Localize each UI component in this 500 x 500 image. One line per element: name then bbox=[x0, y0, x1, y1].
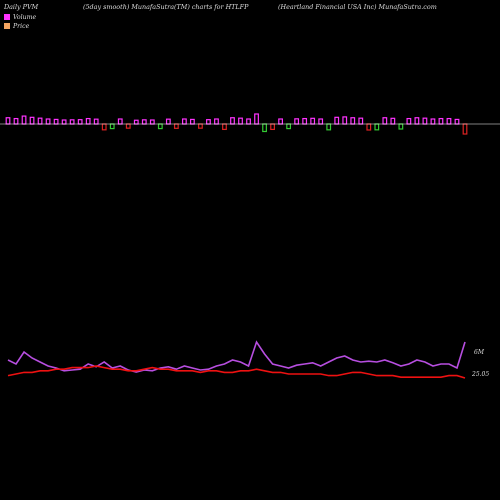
legend-volume-label: Volume bbox=[13, 14, 37, 21]
legend-volume: Volume bbox=[4, 14, 36, 21]
volume-bar bbox=[230, 117, 235, 125]
volume-bar bbox=[350, 117, 356, 125]
volume-bar bbox=[125, 123, 131, 129]
chart-title-middle: (5day smooth) MunafaSutra(TM) charts for… bbox=[83, 3, 249, 11]
volume-bar bbox=[222, 123, 227, 131]
legend-price-swatch bbox=[4, 23, 10, 29]
volume-bar bbox=[77, 119, 83, 125]
volume-bar bbox=[270, 123, 275, 131]
volume-value-label: 6M bbox=[474, 349, 485, 356]
volume-bar bbox=[262, 123, 267, 133]
volume-bar bbox=[334, 116, 340, 125]
volume-bar bbox=[406, 117, 412, 125]
volume-bar bbox=[45, 118, 51, 125]
line-panel bbox=[7, 340, 466, 379]
volume-bar bbox=[414, 117, 420, 125]
volume-bar bbox=[294, 118, 300, 125]
volume-bar bbox=[374, 123, 380, 131]
volume-bar bbox=[286, 123, 292, 130]
volume-bar bbox=[13, 117, 19, 125]
volume-line bbox=[7, 340, 466, 373]
volume-bar bbox=[109, 123, 115, 130]
volume-bar bbox=[198, 123, 203, 129]
volume-bar bbox=[326, 123, 332, 131]
legend-volume-swatch bbox=[4, 14, 10, 20]
volume-bar bbox=[462, 123, 468, 135]
volume-bar bbox=[246, 118, 251, 125]
volume-bar bbox=[5, 117, 11, 125]
volume-bar bbox=[342, 116, 348, 125]
legend-price: Price bbox=[4, 23, 29, 30]
volume-bar bbox=[454, 118, 460, 125]
chart-title-left: Daily PVM bbox=[4, 3, 39, 11]
volume-bar bbox=[278, 118, 283, 125]
volume-bar bbox=[214, 118, 219, 125]
volume-bar bbox=[318, 118, 324, 125]
volume-bar bbox=[438, 117, 444, 125]
volume-bar bbox=[206, 119, 211, 125]
volume-bar bbox=[133, 119, 139, 125]
volume-bar bbox=[101, 123, 107, 131]
volume-bar bbox=[446, 117, 452, 125]
volume-bar bbox=[358, 117, 364, 125]
price-value-label: 25.05 bbox=[471, 371, 489, 378]
volume-bar bbox=[93, 118, 99, 125]
volume-bar bbox=[390, 117, 396, 125]
volume-bar bbox=[21, 115, 27, 125]
volume-bar bbox=[181, 118, 187, 125]
volume-bar bbox=[157, 123, 163, 130]
volume-bar bbox=[310, 117, 316, 125]
volume-bar bbox=[398, 123, 404, 130]
volume-bar bbox=[85, 117, 91, 125]
volume-bar bbox=[430, 118, 436, 125]
volume-bar bbox=[53, 118, 59, 125]
volume-bar bbox=[141, 119, 147, 125]
volume-bar bbox=[238, 117, 243, 125]
volume-bar bbox=[422, 117, 428, 125]
volume-bar bbox=[61, 119, 67, 125]
volume-bar bbox=[382, 117, 388, 125]
volume-bar bbox=[69, 119, 75, 125]
volume-bar bbox=[29, 116, 35, 125]
volume-bar bbox=[302, 117, 308, 125]
volume-bar bbox=[149, 119, 155, 125]
volume-bar bbox=[165, 118, 171, 125]
chart-title-right: (Heartland Financial USA Inc) MunafaSutr… bbox=[278, 3, 437, 11]
volume-bar bbox=[366, 123, 372, 131]
volume-bars bbox=[5, 113, 468, 135]
volume-bar bbox=[117, 118, 123, 125]
volume-bar bbox=[190, 118, 195, 125]
volume-bar bbox=[173, 123, 179, 129]
price-line bbox=[7, 365, 466, 379]
volume-bar bbox=[37, 117, 43, 125]
volume-bar bbox=[254, 113, 259, 125]
legend-price-label: Price bbox=[13, 23, 30, 30]
